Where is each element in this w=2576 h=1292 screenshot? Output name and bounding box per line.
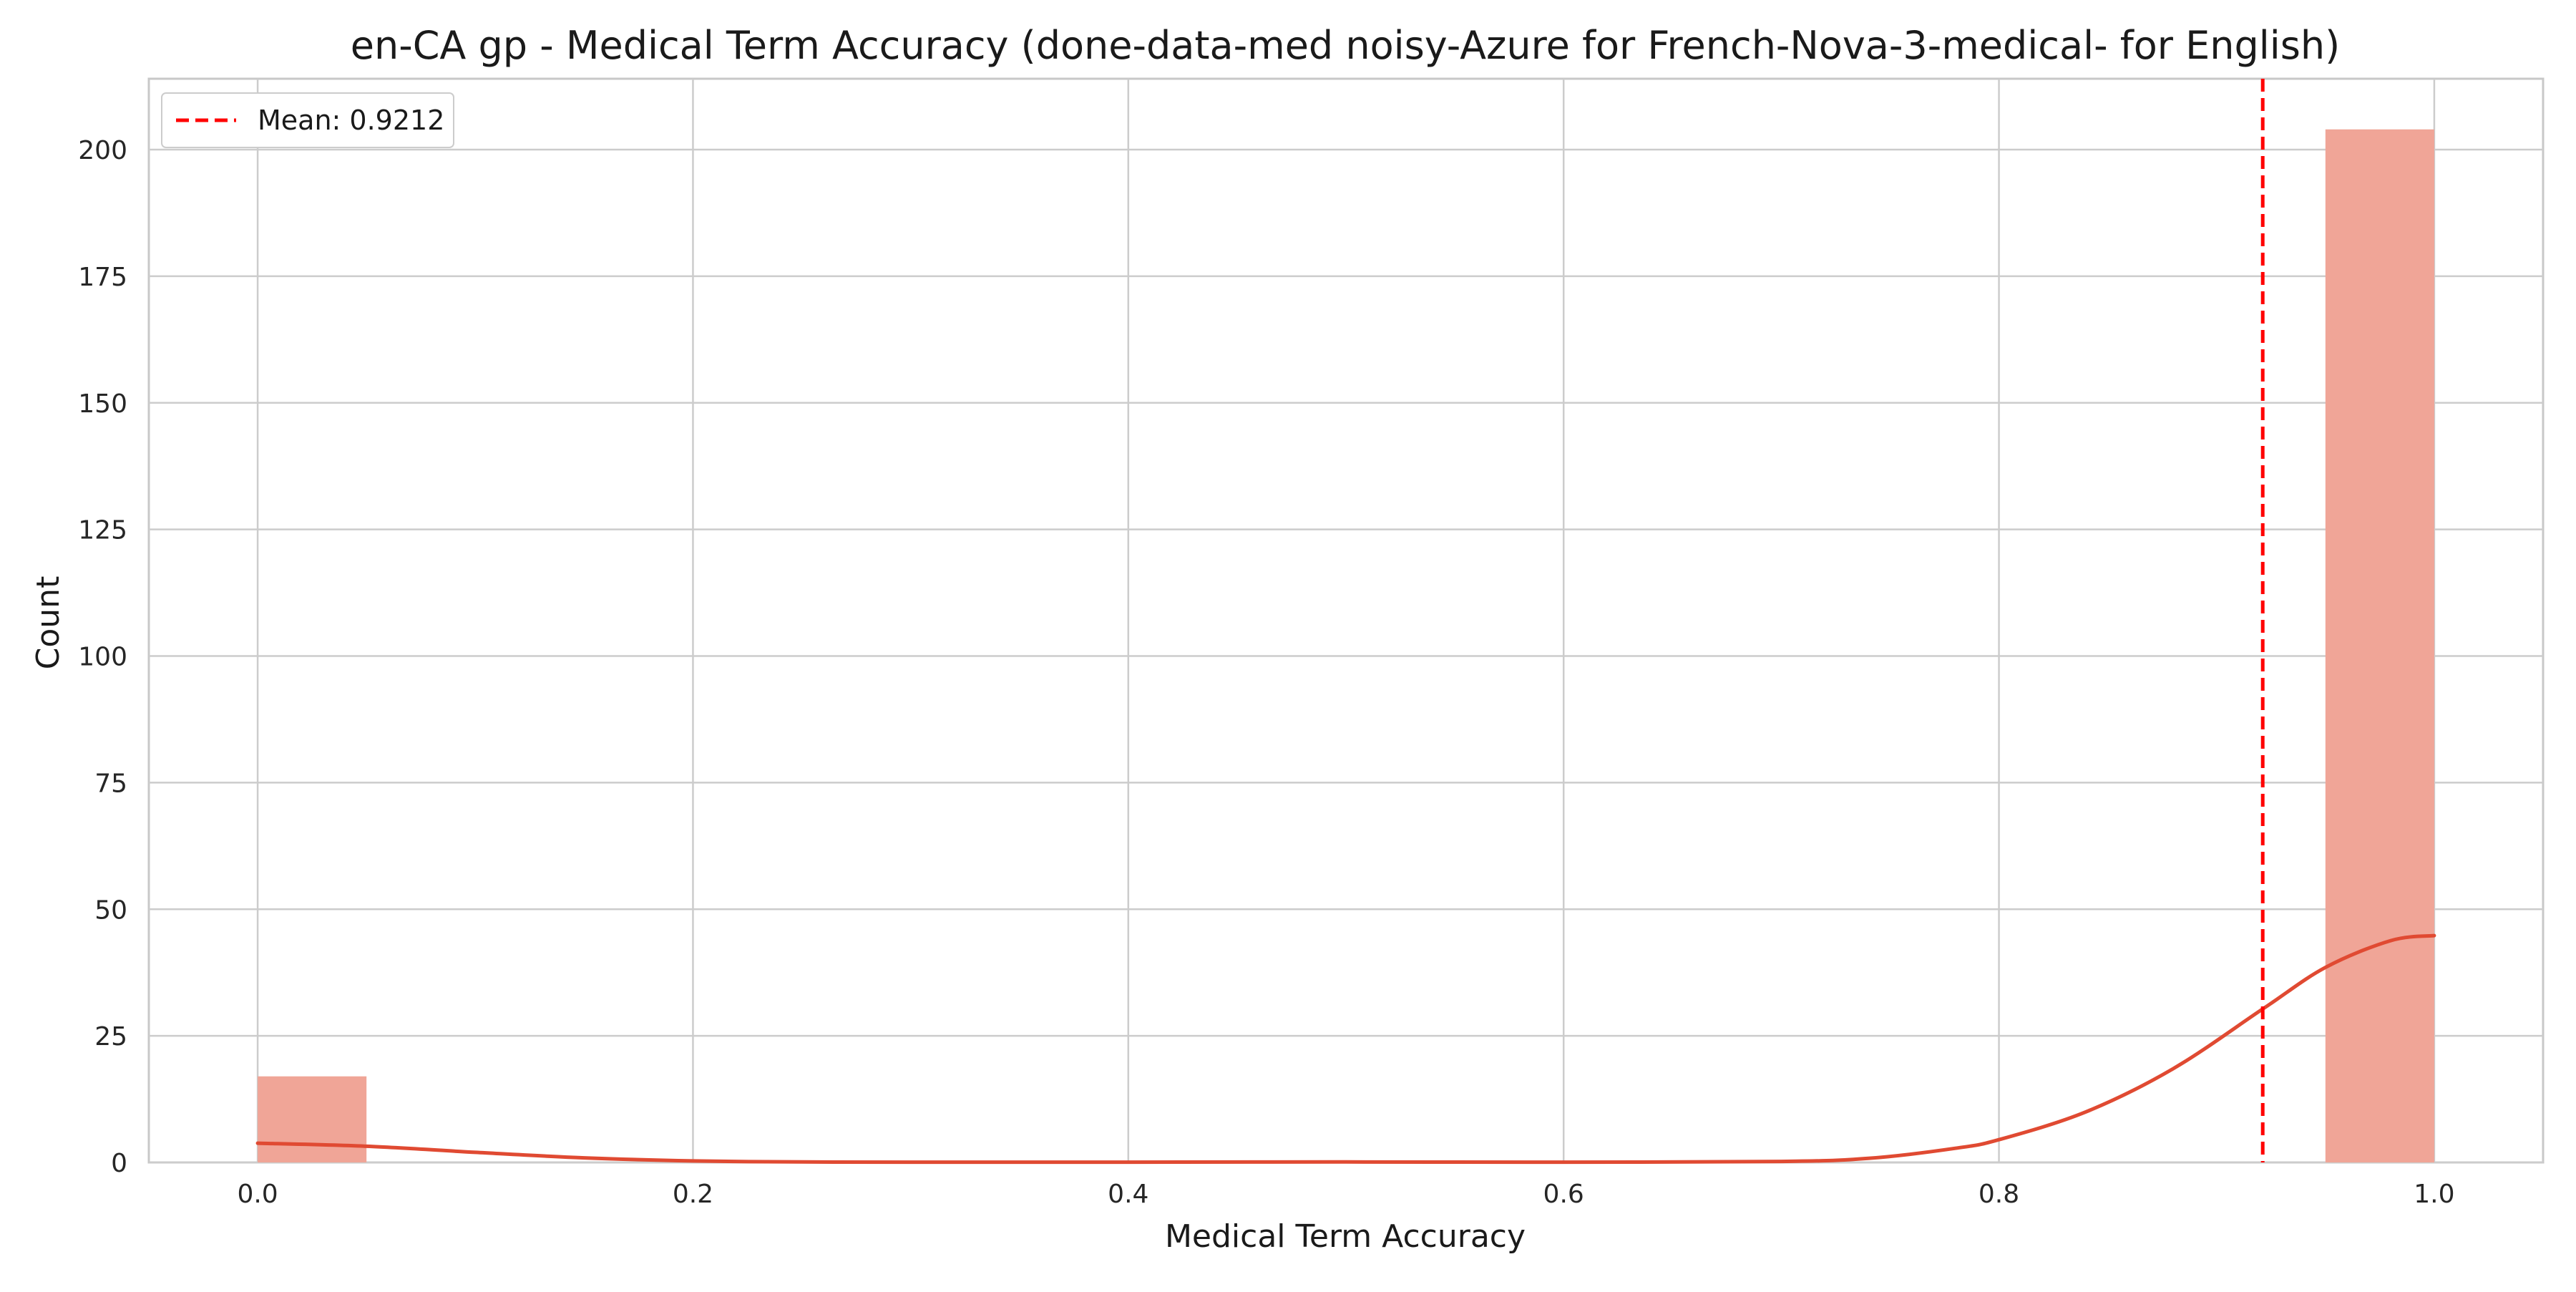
x-axis-label: Medical Term Accuracy: [1165, 1218, 1526, 1255]
kde-curve: [255, 933, 2436, 1165]
y-tick-label: 50: [94, 895, 127, 925]
y-tick-label: 175: [78, 263, 127, 292]
x-tick-label: 1.0: [2414, 1180, 2454, 1209]
x-tick-label: 0.8: [1979, 1180, 2019, 1209]
y-tick-label: 150: [78, 389, 127, 419]
plot-area: 0.0 0.2 0.4 0.6 0.8 1.0 0 25 50 75 100 125 150 175 200: [78, 77, 2545, 1209]
x-tick-label: 0.4: [1108, 1180, 1148, 1209]
x-tick-label: 0.0: [237, 1180, 278, 1209]
y-axis-label: Count: [30, 576, 67, 670]
legend-mean-label: Mean: 0.9212: [258, 105, 444, 136]
y-tick-label: 0: [111, 1149, 127, 1178]
x-tick-label: 0.6: [1543, 1180, 1584, 1209]
y-tick-label: 200: [78, 136, 127, 165]
y-tick-label: 75: [94, 769, 127, 798]
histogram-bar: [258, 1076, 367, 1162]
legend-box: [161, 92, 454, 148]
chart-title: en-CA gp - Medical Term Accuracy (done-d…: [351, 23, 2340, 68]
histogram-bar: [2325, 129, 2434, 1162]
axes-frame: [147, 77, 2545, 1164]
x-tick-label: 0.2: [673, 1180, 713, 1209]
legend: Mean: 0.9212: [161, 92, 454, 148]
y-tick-label: 100: [78, 643, 127, 672]
y-tick-label: 125: [78, 516, 127, 545]
y-tick-label: 25: [94, 1022, 127, 1051]
